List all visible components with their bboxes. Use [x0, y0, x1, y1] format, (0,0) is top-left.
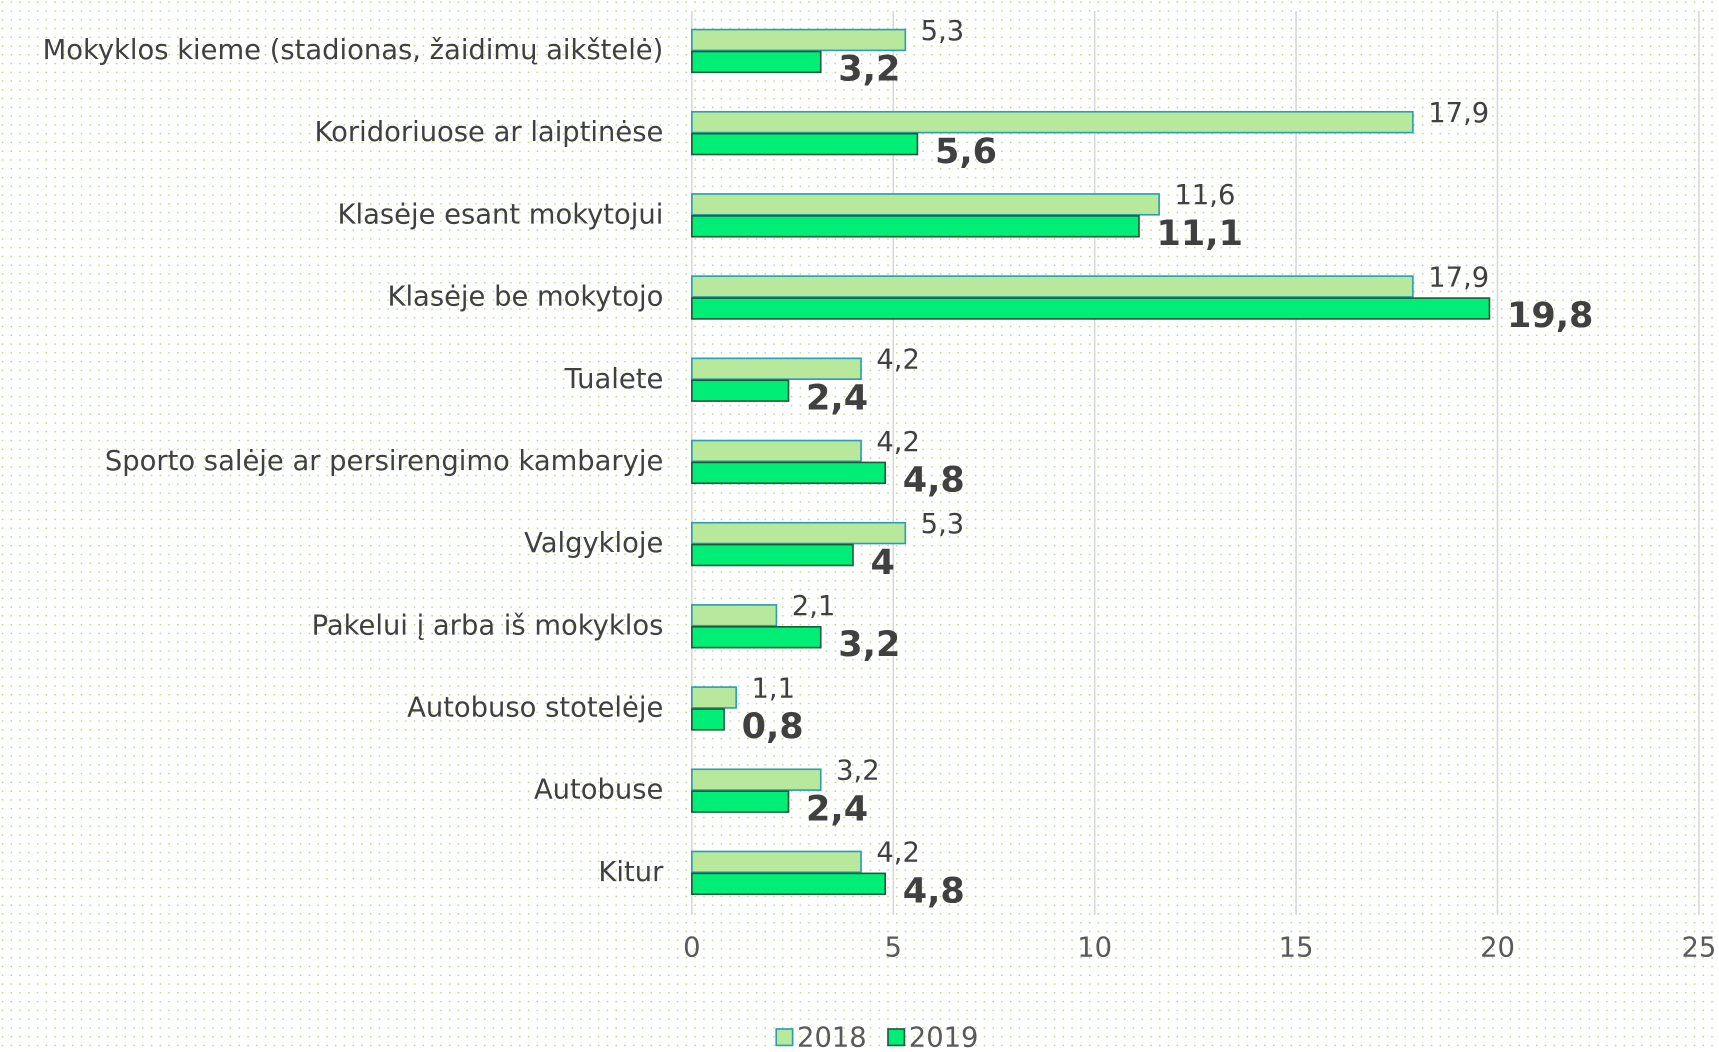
bar — [691, 379, 790, 402]
value-label: 5,3 — [921, 509, 965, 540]
value-label: 17,9 — [1428, 262, 1489, 293]
bar — [691, 28, 907, 52]
bar — [691, 461, 887, 485]
bar — [691, 110, 1414, 134]
category-label: Mokyklos kieme (stadionas, žaidimų aikšt… — [43, 35, 664, 66]
legend-swatch — [775, 1028, 794, 1047]
bar — [691, 604, 778, 627]
category-label: Autobuso stotelėje — [407, 693, 663, 724]
value-label: 3,2 — [838, 624, 900, 665]
value-label: 17,9 — [1428, 98, 1489, 129]
value-label: 5,3 — [921, 16, 965, 47]
category-label: Valgykloje — [524, 528, 663, 559]
value-label: 2,4 — [806, 377, 868, 418]
bar — [691, 768, 822, 791]
bar — [691, 50, 822, 74]
x-tick-label: 0 — [683, 932, 700, 963]
value-label: 4,8 — [903, 871, 965, 912]
value-label: 5,6 — [935, 131, 997, 172]
bar — [691, 543, 854, 567]
legend-label: 2018 — [797, 1022, 867, 1052]
category-label: Tualete — [564, 364, 664, 395]
bar — [691, 132, 919, 156]
category-label: Pakelui į arba iš mokyklos — [312, 610, 664, 641]
bar — [691, 790, 790, 813]
x-tick-label: 5 — [885, 932, 902, 963]
value-label: 19,8 — [1507, 295, 1593, 336]
value-label: 11,6 — [1174, 180, 1235, 211]
value-label: 11,1 — [1157, 213, 1243, 254]
bar — [691, 625, 822, 649]
category-label: Koridoriuose ar laiptinėse — [315, 117, 664, 148]
legend-swatch — [887, 1028, 906, 1047]
value-label: 2,4 — [806, 788, 868, 829]
bar — [691, 708, 725, 731]
x-tick-label: 25 — [1681, 932, 1716, 963]
category-label: Klasėje be mokytojo — [388, 282, 664, 313]
bar — [691, 686, 737, 709]
category-label: Kitur — [598, 857, 664, 888]
value-label: 4,2 — [876, 838, 920, 869]
value-label: 0,8 — [742, 706, 804, 747]
category-label: Klasėje esant mokytojui — [338, 199, 664, 230]
bar — [691, 215, 1140, 238]
bar — [691, 357, 862, 380]
x-tick-label: 20 — [1480, 932, 1515, 963]
value-label: 3,2 — [836, 756, 880, 787]
category-label: Autobuse — [534, 775, 663, 806]
value-label: 2,1 — [792, 591, 836, 622]
value-label: 3,2 — [838, 49, 900, 90]
category-label: Sporto salėje ar persirengimo kambaryje — [105, 446, 663, 477]
bar — [691, 439, 862, 463]
value-label: 1,1 — [751, 673, 795, 704]
bar — [691, 521, 907, 545]
bar — [691, 193, 1160, 216]
x-tick-label: 10 — [1077, 932, 1112, 963]
bar — [691, 275, 1414, 298]
x-tick-label: 15 — [1279, 932, 1314, 963]
bar — [691, 850, 862, 874]
bar — [691, 297, 1491, 320]
bar — [691, 872, 887, 896]
value-label: 4,8 — [903, 460, 965, 501]
value-label: 4 — [871, 542, 895, 583]
value-label: 4,2 — [876, 345, 920, 376]
legend-label: 2019 — [909, 1022, 979, 1052]
value-label: 4,2 — [876, 427, 920, 458]
